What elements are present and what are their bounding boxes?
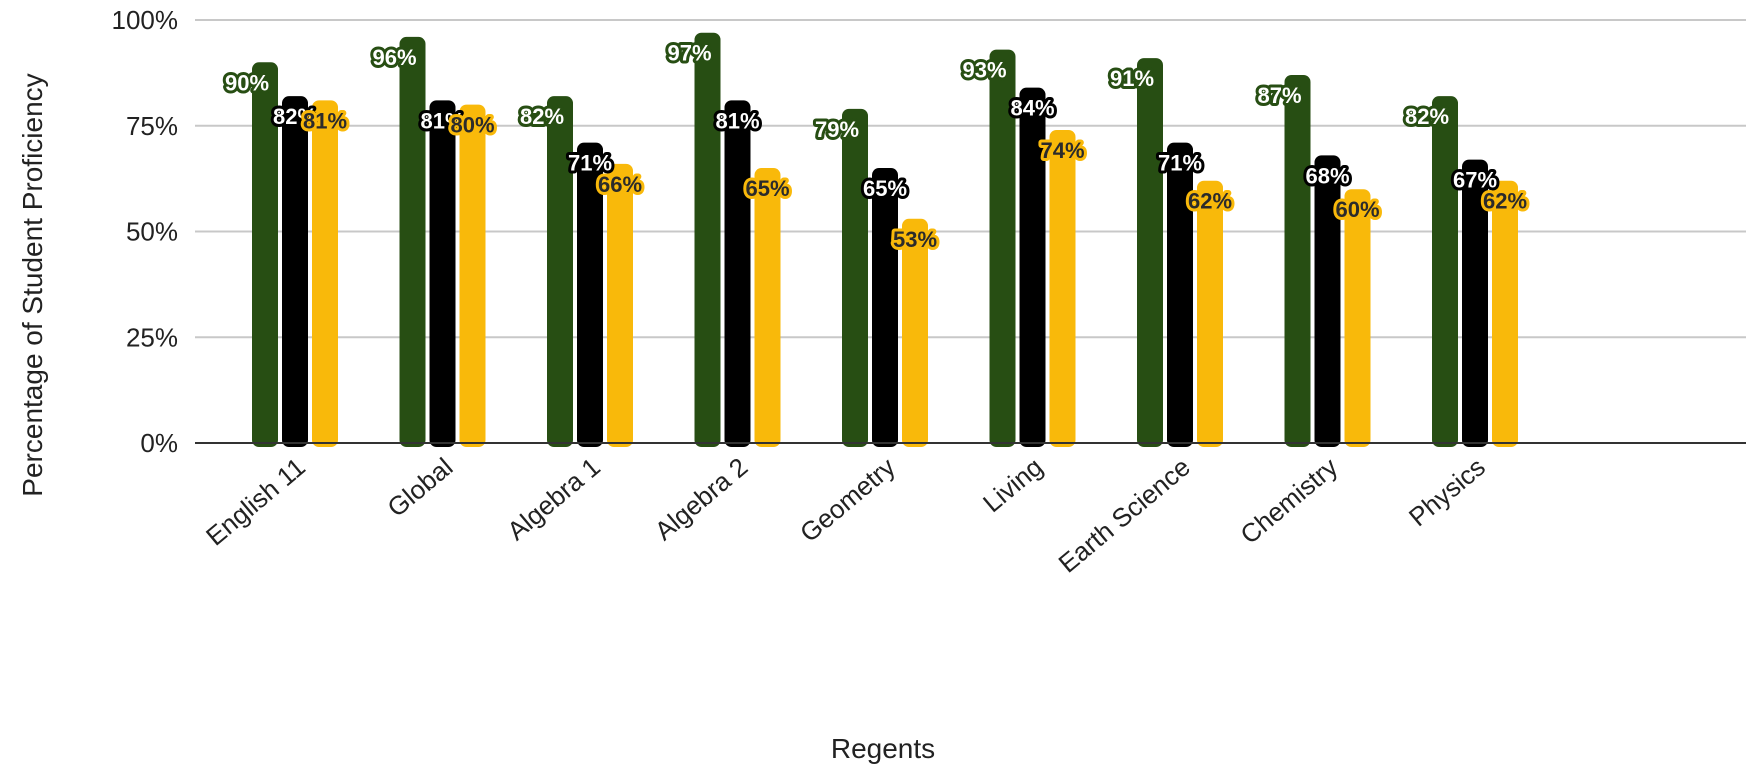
bar	[695, 33, 721, 447]
x-axis-title: Regents	[831, 733, 935, 764]
data-label: 91%	[1110, 66, 1154, 91]
bar	[460, 105, 486, 447]
y-tick-label: 25%	[126, 322, 178, 352]
x-tick-label: Global	[382, 452, 459, 523]
data-label: 81%	[715, 108, 759, 133]
x-tick-label: Chemistry	[1234, 452, 1343, 550]
data-label: 53%	[893, 227, 937, 252]
data-label: 90%	[225, 70, 269, 95]
data-label: 65%	[863, 176, 907, 201]
bar	[607, 164, 633, 447]
x-tick-label: Living	[977, 452, 1048, 519]
y-axis-title: Percentage of Student Proficiency	[17, 73, 48, 496]
data-label: 93%	[962, 58, 1006, 83]
data-label: 62%	[1188, 189, 1232, 214]
data-label: 65%	[745, 176, 789, 201]
bar	[1285, 75, 1311, 447]
bar	[430, 100, 456, 447]
data-label: 82%	[520, 104, 564, 129]
bar	[1050, 130, 1076, 447]
bars	[252, 33, 1518, 447]
bar	[725, 100, 751, 447]
data-label: 81%	[303, 108, 347, 133]
data-label: 68%	[1305, 163, 1349, 188]
y-tick-label: 0%	[140, 428, 178, 458]
y-tick-label: 50%	[126, 217, 178, 247]
bar	[1432, 96, 1458, 447]
data-label: 79%	[815, 117, 859, 142]
data-label: 71%	[1158, 151, 1202, 176]
bar	[755, 168, 781, 447]
bar	[902, 219, 928, 447]
bar	[312, 100, 338, 447]
data-label: 74%	[1040, 138, 1084, 163]
y-tick-label: 75%	[126, 111, 178, 141]
bar	[1137, 58, 1163, 447]
data-label: 66%	[598, 172, 642, 197]
bar	[282, 96, 308, 447]
data-label: 84%	[1010, 96, 1054, 121]
data-label: 62%	[1483, 189, 1527, 214]
bar	[1197, 181, 1223, 447]
bar	[842, 109, 868, 447]
data-label: 80%	[450, 113, 494, 138]
data-label: 96%	[372, 45, 416, 70]
data-label: 97%	[667, 41, 711, 66]
data-label: 82%	[1405, 104, 1449, 129]
y-tick-label: 100%	[112, 5, 179, 35]
x-tick-label: Algebra 1	[501, 452, 606, 547]
x-tick-label: English 11	[200, 452, 311, 552]
x-tick-label: Geometry	[794, 452, 901, 548]
data-label: 87%	[1257, 83, 1301, 108]
bar	[1345, 189, 1371, 447]
x-tick-label: Algebra 2	[649, 452, 754, 547]
bar	[872, 168, 898, 447]
data-label: 60%	[1335, 197, 1379, 222]
bar	[400, 37, 426, 447]
bar	[1492, 181, 1518, 447]
x-tick-label: Earth Science	[1053, 452, 1196, 579]
x-tick-label: Physics	[1403, 452, 1491, 533]
bar	[547, 96, 573, 447]
